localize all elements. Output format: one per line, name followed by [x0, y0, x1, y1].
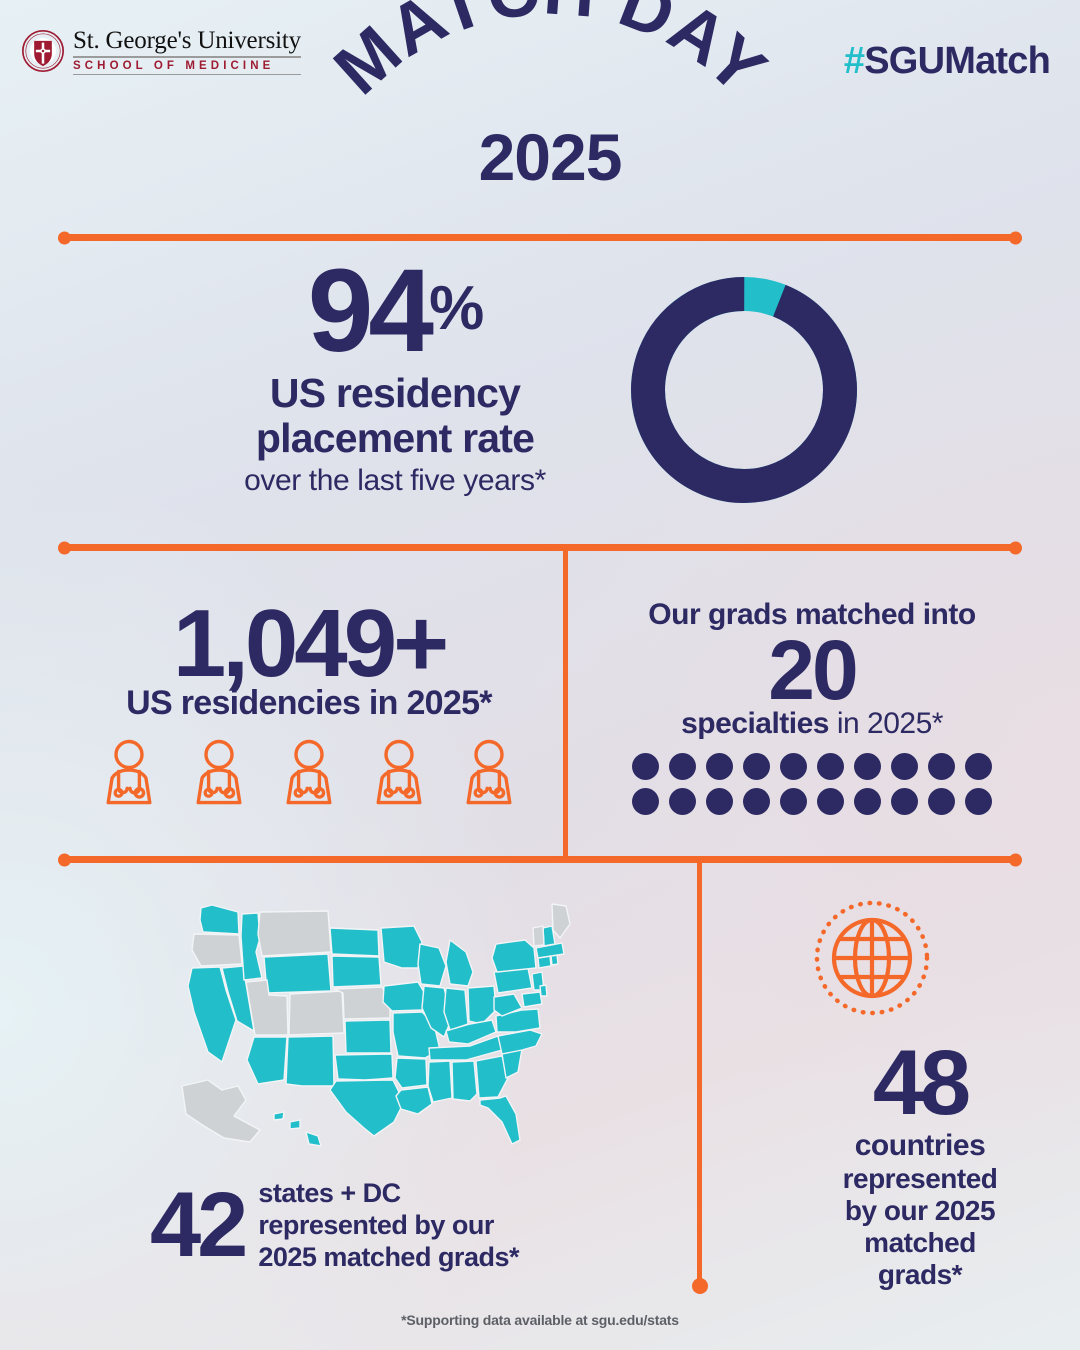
doctor-icon-row — [54, 735, 564, 818]
specialty-dot — [632, 752, 659, 780]
sgu-logo: St. George's University SCHOOL OF MEDICI… — [22, 28, 301, 75]
us-map-icon — [150, 890, 590, 1180]
states-number: 42 — [150, 1174, 248, 1277]
divider-top — [62, 234, 1018, 241]
placement-rate-number: 94% — [190, 252, 600, 370]
divider-end-dot — [692, 1278, 708, 1294]
countries-number: 48 — [872, 1032, 971, 1134]
logo-university-name: St. George's University — [73, 27, 301, 54]
countries-line5: grads* — [877, 1259, 963, 1291]
specialty-dot — [632, 787, 659, 815]
specialty-dot — [965, 787, 992, 815]
percent-symbol: % — [429, 274, 484, 343]
title-year: 2025 — [479, 120, 622, 194]
doctor-icon — [270, 735, 348, 818]
divider-second — [62, 544, 1018, 551]
placement-rate-value: 94 — [307, 245, 434, 377]
residencies-number: 1,049+ — [172, 590, 449, 697]
specialty-dot — [743, 787, 770, 815]
states-stat: 42 states + DC represented by our 2025 m… — [150, 1178, 650, 1274]
states-line1: states + DC — [258, 1178, 401, 1208]
specialty-dot — [780, 752, 807, 780]
doctor-icon — [360, 735, 438, 818]
specialties-dot-grid — [576, 752, 1048, 815]
specialties-sub-rest: in 2025* — [829, 706, 944, 740]
placement-rate-line2: placement rate — [255, 415, 535, 462]
logo-divider — [73, 56, 301, 58]
section-placement-rate: 94% US residency placement rate over the… — [0, 252, 1080, 522]
title-arc-text: MATCH DAY — [320, 0, 781, 110]
specialties-number: 20 — [768, 623, 858, 717]
countries-line3: by our 2025 — [844, 1195, 996, 1227]
placement-rate-line1: US residency — [269, 370, 521, 416]
specialty-dot — [706, 752, 733, 780]
countries-line4: matched — [864, 1227, 976, 1259]
specialty-dot — [817, 787, 844, 815]
hash-symbol: # — [843, 40, 865, 82]
doctor-icon — [90, 735, 168, 818]
page-title: MATCH DAY 2025 — [300, 0, 800, 198]
specialties-sub-bold: specialties — [681, 706, 829, 740]
doctor-icon — [450, 735, 528, 818]
globe-icon — [812, 898, 932, 1018]
divider-vertical-bottom — [697, 861, 702, 1285]
states-text-block: states + DC represented by our 2025 matc… — [258, 1178, 519, 1274]
states-line2: represented by our — [258, 1209, 494, 1240]
placement-rate-line3: over the last five years* — [244, 463, 546, 497]
divider-vertical-middle — [563, 549, 568, 858]
specialty-dot — [965, 752, 992, 780]
specialty-dot — [928, 752, 955, 780]
specialty-dot — [891, 752, 918, 780]
doctor-icon — [180, 735, 258, 818]
title-arc-label: MATCH DAY — [320, 0, 780, 110]
specialties-sub: specialties in 2025* — [576, 707, 1048, 741]
logo-school-name: SCHOOL OF MEDICINE — [73, 59, 275, 72]
countries-line2: represented — [842, 1163, 998, 1195]
placement-rate-donut-chart — [624, 270, 864, 510]
divider-third — [62, 856, 1018, 863]
specialty-dot — [928, 787, 955, 815]
states-line3: 2025 matched grads* — [258, 1241, 519, 1272]
logo-divider-bottom — [73, 73, 301, 75]
specialty-dot — [669, 787, 696, 815]
specialty-dot — [743, 752, 770, 780]
specialty-dot — [780, 787, 807, 815]
specialty-dot — [817, 752, 844, 780]
specialty-dot — [854, 787, 881, 815]
section-residencies: 1,049+ US residencies in 2025* — [54, 596, 564, 818]
specialties-dot-row — [632, 752, 992, 780]
specialty-dot — [669, 752, 696, 780]
specialty-dot — [891, 787, 918, 815]
specialties-dot-row — [632, 787, 992, 815]
section-specialties: Our grads matched into 20 specialties in… — [576, 598, 1048, 815]
specialty-dot — [706, 787, 733, 815]
placement-rate-text-block: 94% US residency placement rate over the… — [190, 252, 600, 498]
residencies-label: US residencies in 2025* — [126, 684, 492, 722]
hashtag-text: SGUMatch — [864, 40, 1051, 82]
university-seal-icon — [22, 30, 64, 73]
specialties-intro: Our grads matched into — [648, 598, 976, 631]
specialty-dot — [854, 752, 881, 780]
countries-line1: countries — [854, 1129, 986, 1163]
hashtag: #SGUMatch — [843, 40, 1051, 83]
countries-stat: 48 countries represented by our 2025 mat… — [760, 1032, 1080, 1291]
footnote: *Supporting data available at sgu.edu/st… — [401, 1312, 679, 1328]
